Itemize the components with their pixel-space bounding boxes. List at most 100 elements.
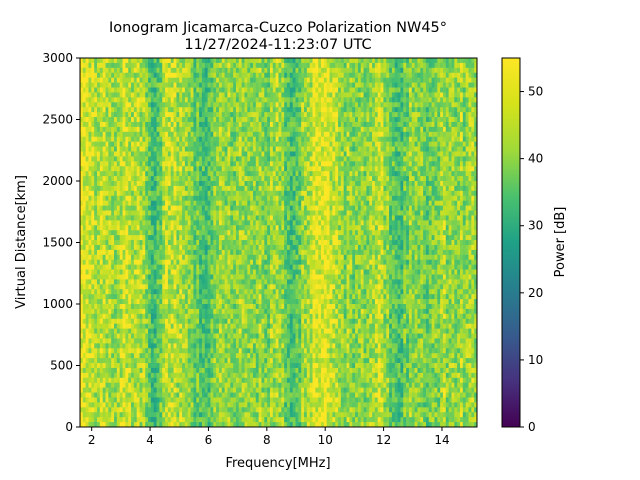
heatmap-cell [250, 97, 254, 103]
heatmap-cell [119, 343, 123, 349]
heatmap-cell [255, 392, 260, 398]
heatmap-cell [116, 107, 121, 113]
heatmap-cell [150, 190, 155, 197]
heatmap-cell [204, 58, 209, 64]
heatmap-cell [218, 308, 223, 315]
heatmap-cell [114, 274, 118, 280]
heatmap-cell [116, 97, 121, 103]
heatmap-cell [97, 402, 101, 408]
heatmap-cell [91, 358, 95, 364]
heatmap-cell [210, 171, 214, 177]
heatmap-cell [105, 358, 109, 364]
heatmap-cell [131, 358, 135, 364]
heatmap-cell [224, 254, 228, 261]
heatmap-cell [94, 397, 98, 403]
heatmap-cell [91, 259, 95, 266]
heatmap-cell [85, 308, 89, 315]
heatmap-cell [150, 397, 155, 403]
heatmap-cell [207, 264, 211, 270]
heatmap-cell [224, 136, 228, 143]
heatmap-cell [210, 412, 214, 418]
heatmap-cell [184, 318, 189, 325]
heatmap-cell [102, 304, 106, 310]
heatmap-cell [99, 126, 104, 133]
heatmap-cell [216, 279, 220, 285]
heatmap-cell [94, 200, 98, 206]
heatmap-cell [125, 58, 129, 64]
heatmap-cell [136, 372, 140, 379]
heatmap-cell [173, 200, 177, 206]
heatmap-cell [255, 220, 260, 226]
heatmap-cell [128, 274, 132, 280]
heatmap-cell [116, 279, 121, 285]
heatmap-cell [165, 230, 169, 236]
heatmap-cell [250, 328, 254, 334]
heatmap-cell [133, 254, 138, 261]
heatmap-cell [116, 382, 121, 389]
heatmap-cell [145, 151, 149, 157]
heatmap-cell [227, 254, 231, 261]
heatmap-cell [111, 240, 115, 246]
heatmap-cell [128, 318, 132, 325]
heatmap-cell [131, 200, 135, 206]
heatmap-cell [193, 161, 197, 167]
heatmap-cell [139, 156, 143, 162]
heatmap-cell [85, 225, 89, 231]
heatmap-cell [241, 343, 245, 349]
heatmap-cell [85, 87, 89, 93]
heatmap-cell [136, 97, 140, 103]
heatmap-cell [80, 338, 84, 344]
heatmap-cell [176, 289, 180, 295]
heatmap-cell [119, 244, 123, 251]
heatmap-cell [221, 328, 226, 334]
heatmap-cell [97, 244, 101, 251]
heatmap-cell [184, 343, 189, 349]
heatmap-cell [122, 377, 126, 384]
heatmap-cell [244, 338, 248, 344]
heatmap-cell [176, 117, 180, 123]
heatmap-cell [116, 313, 121, 320]
heatmap-cell [252, 249, 257, 256]
heatmap-cell [125, 136, 129, 143]
heatmap-cell [238, 308, 243, 315]
heatmap-cell [133, 185, 138, 192]
heatmap-cell [128, 176, 132, 182]
heatmap-cell [176, 146, 180, 152]
heatmap-cell [244, 284, 248, 290]
heatmap-cell [145, 338, 149, 344]
heatmap-cell [218, 171, 223, 177]
heatmap-cell [125, 387, 129, 393]
heatmap-cell [99, 308, 104, 315]
heatmap-cell [148, 358, 152, 364]
heatmap-cell [199, 308, 203, 315]
heatmap-cell [221, 215, 226, 221]
heatmap-cell [167, 230, 172, 236]
heatmap-cell [238, 225, 243, 231]
heatmap-cell [148, 92, 152, 98]
heatmap-cell [142, 333, 146, 339]
heatmap-cell [216, 176, 220, 182]
heatmap-cell [153, 308, 157, 315]
heatmap-cell [179, 92, 183, 98]
heatmap-cell [179, 230, 183, 236]
heatmap-cell [190, 136, 194, 143]
heatmap-cell [139, 67, 143, 74]
heatmap-cell [94, 67, 98, 74]
heatmap-cell [102, 249, 106, 256]
heatmap-cell [97, 377, 101, 384]
heatmap-cell [136, 392, 140, 398]
heatmap-cell [258, 333, 262, 339]
heatmap-cell [201, 328, 206, 334]
heatmap-cell [247, 392, 251, 398]
heatmap-cell [122, 176, 126, 182]
heatmap-cell [119, 377, 123, 384]
heatmap-cell [80, 220, 84, 226]
heatmap-cell [218, 225, 223, 231]
heatmap-cell [182, 358, 186, 364]
heatmap-cell [250, 259, 254, 266]
heatmap-cell [94, 176, 98, 182]
heatmap-cell [264, 422, 268, 428]
heatmap-cell [116, 131, 121, 138]
heatmap-cell [150, 77, 155, 83]
heatmap-cell [136, 230, 140, 236]
